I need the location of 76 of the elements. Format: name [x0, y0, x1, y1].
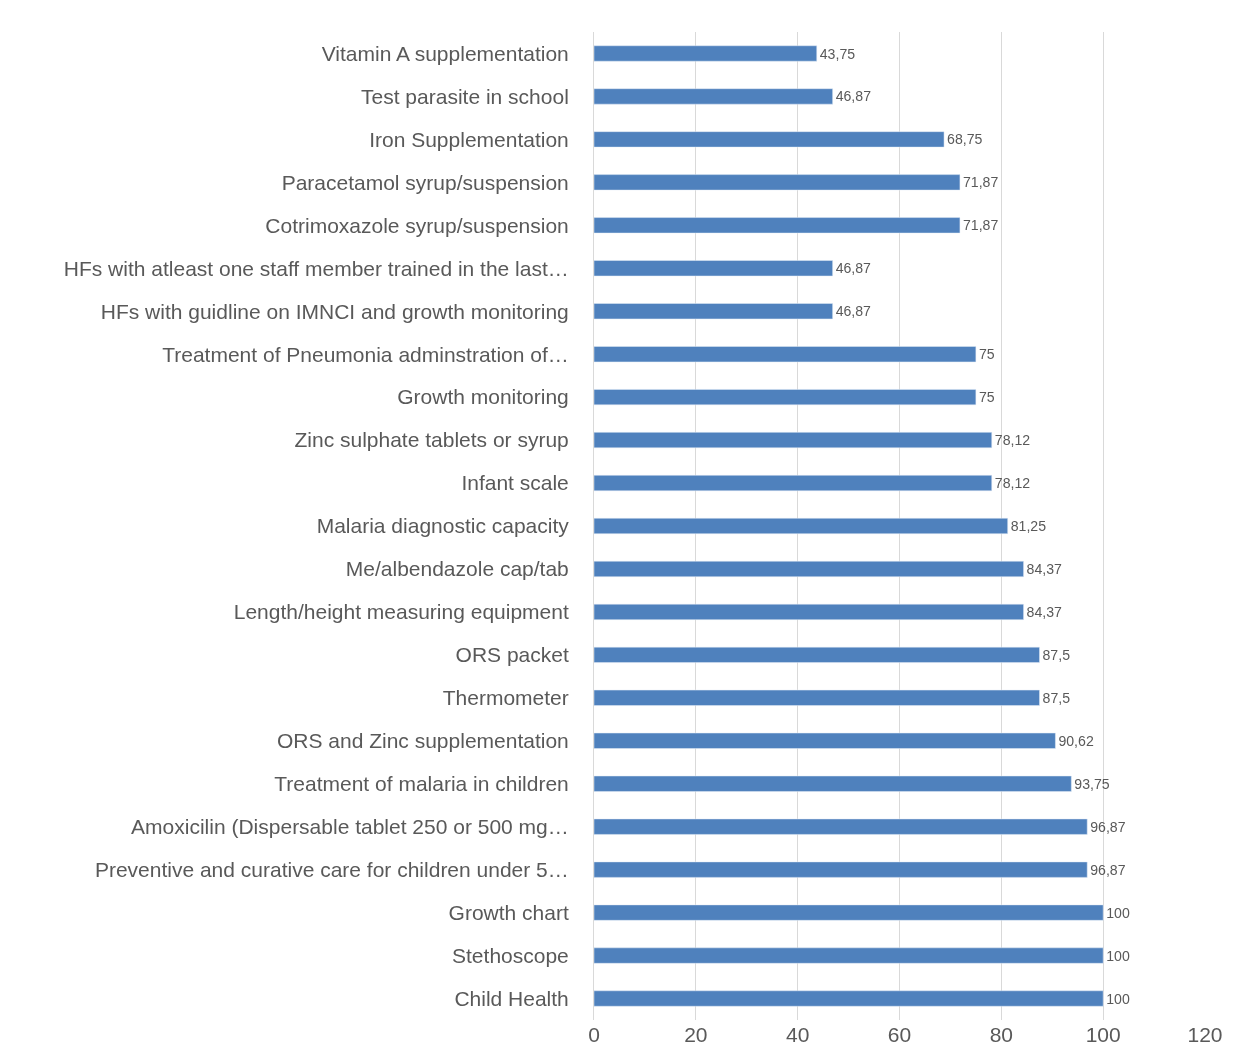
- data-label: 100: [1106, 947, 1130, 964]
- data-label: 96,87: [1090, 861, 1126, 878]
- data-label: 46,87: [835, 260, 872, 277]
- y-tick-label: Zinc sulphate tablets or syrup: [294, 428, 569, 452]
- data-label: 81,25: [1010, 518, 1047, 535]
- x-tick-label: 40: [785, 1023, 810, 1046]
- data-label: 46,87: [835, 303, 872, 320]
- bar: [594, 174, 961, 191]
- bar: [594, 646, 1040, 663]
- data-label: 78,12: [994, 475, 1031, 492]
- y-tick-label: HFs with guidline on IMNCI and growth monitoring: [100, 299, 569, 323]
- bar: [594, 260, 833, 277]
- y-tick-label: ORS packet: [455, 643, 569, 667]
- data-label: 43,75: [819, 45, 856, 62]
- bar: [594, 217, 961, 234]
- x-tick-label: 120: [1187, 1023, 1223, 1046]
- bar: [594, 303, 833, 320]
- data-label: 84,37: [1026, 561, 1063, 577]
- bar: [594, 990, 1104, 1007]
- data-label: 46,87: [835, 88, 872, 105]
- data-label: 90,62: [1058, 732, 1094, 749]
- data-label: 78,12: [994, 432, 1031, 449]
- data-label: 96,87: [1090, 818, 1126, 835]
- data-label: 87,5: [1042, 689, 1071, 706]
- data-label: 87,5: [1042, 646, 1071, 663]
- bar: [594, 603, 1024, 620]
- y-tick-label: Treatment of malaria in children: [274, 772, 569, 796]
- bar: [594, 45, 818, 62]
- bar: [594, 732, 1056, 749]
- y-tick-label: Cotrimoxazole syrup/suspension: [265, 213, 569, 237]
- y-tick-label: Growth chart: [448, 900, 569, 924]
- x-tick-label: 100: [1085, 1023, 1121, 1046]
- y-tick-label: Malaria diagnostic capacity: [316, 514, 570, 538]
- bar: [594, 389, 977, 406]
- data-label: 71,87: [962, 217, 999, 234]
- data-label: 75: [978, 346, 995, 363]
- y-tick-label: Iron Supplementation: [369, 127, 569, 151]
- y-tick-label: Test parasite in school: [361, 84, 569, 108]
- y-tick-label: Paracetamol syrup/suspension: [281, 170, 569, 194]
- bar: [594, 689, 1040, 706]
- bar: [594, 346, 977, 363]
- bar: [594, 904, 1104, 921]
- y-tick-label: Child Health: [454, 986, 569, 1010]
- data-label: 68,75: [947, 131, 983, 148]
- bar: [594, 560, 1024, 577]
- bar: [594, 818, 1088, 835]
- data-label: 100: [1106, 904, 1130, 921]
- y-tick-label: Amoxicilin (Dispersable tablet 250 or 500 mg…: [131, 815, 569, 839]
- y-tick-label: Infant scale: [461, 471, 569, 495]
- bar: [594, 518, 1008, 534]
- data-label: 100: [1106, 990, 1130, 1007]
- bar: [594, 475, 993, 492]
- y-tick-label: Me/albendazole cap/tab: [345, 557, 569, 581]
- x-tick-label: 20: [684, 1023, 708, 1046]
- x-tick-label: 80: [989, 1023, 1014, 1046]
- bar: [594, 861, 1088, 878]
- data-label: 84,37: [1026, 603, 1063, 620]
- bar: [594, 432, 993, 449]
- y-tick-label: HFs with atleast one staff member trained in the last…: [63, 256, 569, 280]
- y-tick-label: Growth monitoring: [397, 385, 569, 409]
- bar: [594, 947, 1104, 964]
- data-label: 71,87: [962, 174, 999, 191]
- y-tick-label: Thermometer: [442, 686, 569, 710]
- x-tick-label: 0: [588, 1023, 600, 1046]
- y-tick-label: Length/height measuring equipment: [233, 600, 569, 624]
- bar: [594, 88, 833, 105]
- y-tick-label: Preventive and curative care for children under 5…: [94, 858, 569, 881]
- y-tick-label: ORS and Zinc supplementation: [276, 729, 569, 753]
- y-tick-label: Stethoscope: [452, 943, 569, 967]
- bar: [594, 775, 1072, 792]
- data-label: 93,75: [1074, 775, 1110, 792]
- y-tick-label: Vitamin A supplementation: [321, 41, 569, 65]
- x-tick-label: 60: [887, 1023, 912, 1046]
- data-label: 75: [978, 389, 995, 406]
- y-tick-label: Treatment of Pneumonia adminstration of…: [162, 342, 569, 366]
- bar: [594, 131, 945, 148]
